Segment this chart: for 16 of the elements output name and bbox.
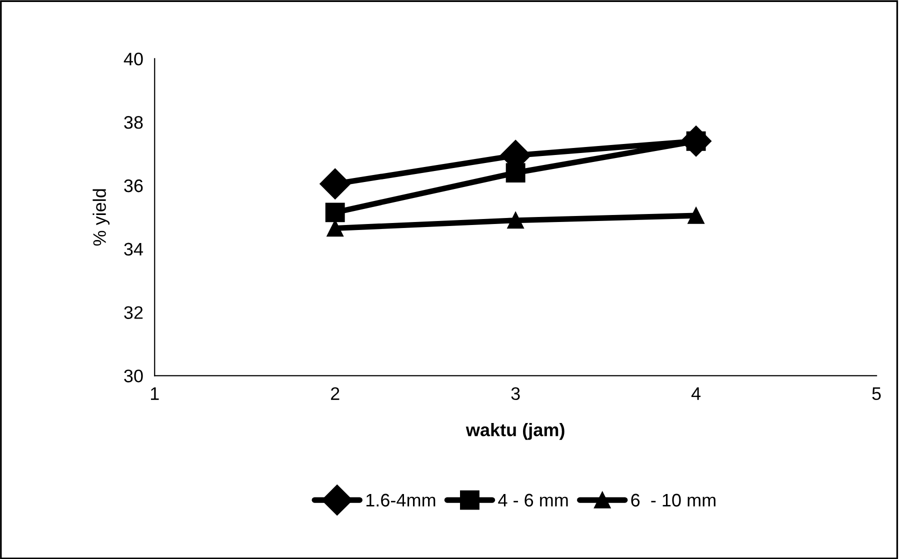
y-tick-label: 36 [124, 179, 143, 192]
y-axis-title: % yield [92, 189, 110, 246]
legend-label: 6 - 10 mm [631, 494, 716, 507]
x-axis-title: waktu (jam) [466, 423, 564, 440]
x-tick-label: 2 [330, 387, 340, 400]
y-tick-label: 32 [124, 306, 143, 319]
x-tick-label: 5 [872, 387, 881, 400]
y-tick-label: 34 [124, 242, 143, 256]
x-tick-label: 1 [150, 387, 159, 400]
x-tick-label: 3 [511, 387, 520, 400]
legend-label: 4 - 6 mm [498, 494, 568, 507]
y-tick-label: 40 [124, 52, 143, 66]
y-tick-label: 38 [124, 116, 143, 129]
legend-label: 1.6-4mm [366, 494, 436, 507]
y-tick-label: 30 [124, 370, 143, 382]
x-tick-label: 4 [691, 387, 701, 400]
